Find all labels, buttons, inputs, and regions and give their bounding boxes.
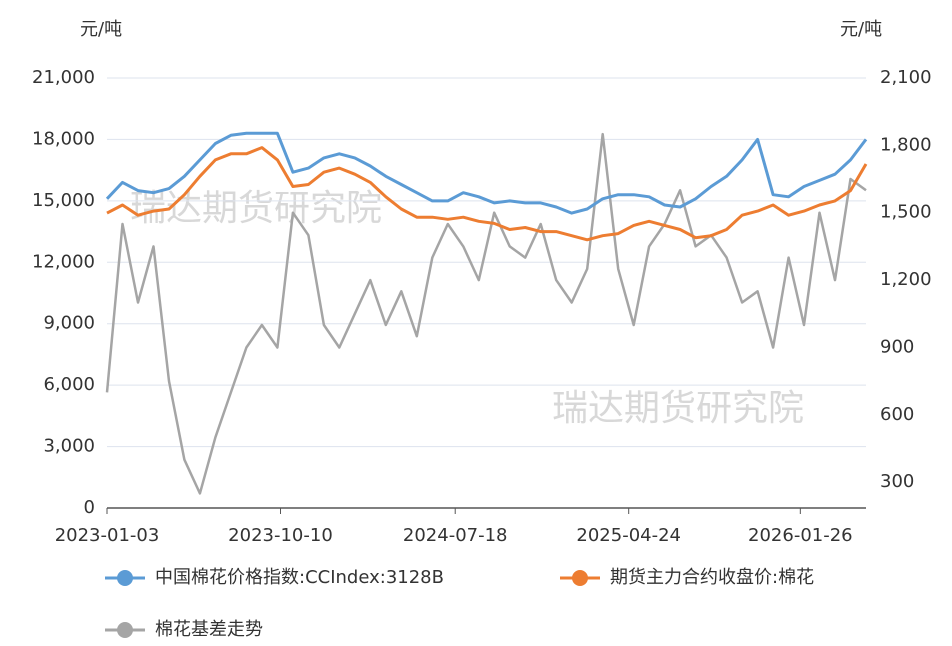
watermark: 瑞达期货研究院 <box>552 388 804 429</box>
legend-marker <box>117 570 133 586</box>
x-tick-label: 2026-01-26 <box>748 525 853 546</box>
x-tick-label: 2023-01-03 <box>55 525 160 546</box>
y-tick-label: 3,000 <box>43 436 95 457</box>
y2-tick-label: 300 <box>880 471 914 492</box>
y-tick-label: 6,000 <box>43 374 95 395</box>
x-tick-label: 2024-07-18 <box>403 525 508 546</box>
watermark: 瑞达期货研究院 <box>130 188 382 229</box>
y2-tick-label: 1,500 <box>880 202 932 223</box>
y-tick-label: 18,000 <box>32 128 95 149</box>
y-tick-label: 21,000 <box>32 67 95 88</box>
y-tick-label: 15,000 <box>32 190 95 211</box>
legend-label: 棉花基差走势 <box>155 619 263 640</box>
series-line <box>105 131 868 215</box>
legend-marker <box>572 570 588 586</box>
y-tick-label: 9,000 <box>43 313 95 334</box>
y-unit: 元/吨 <box>80 19 122 40</box>
series-line <box>106 146 868 242</box>
legend-label: 期货主力合约收盘价:棉花 <box>610 567 814 588</box>
x-tick-label: 2023-10-10 <box>228 525 333 546</box>
y-tick-label: 0 <box>84 497 95 518</box>
legend-label: 中国棉花价格指数:CCIndex:3128B <box>155 567 444 588</box>
y2-tick-label: 900 <box>880 336 914 357</box>
y2-tick-label: 1,800 <box>880 134 932 155</box>
series-line <box>105 132 867 495</box>
y2-unit: 元/吨 <box>840 19 882 40</box>
y2-tick-label: 1,200 <box>880 269 932 290</box>
x-tick-label: 2025-04-24 <box>576 525 681 546</box>
y-tick-label: 12,000 <box>32 251 95 272</box>
y2-tick-label: 600 <box>880 404 914 425</box>
legend-marker <box>117 622 133 638</box>
y2-tick-label: 2,100 <box>880 67 932 88</box>
